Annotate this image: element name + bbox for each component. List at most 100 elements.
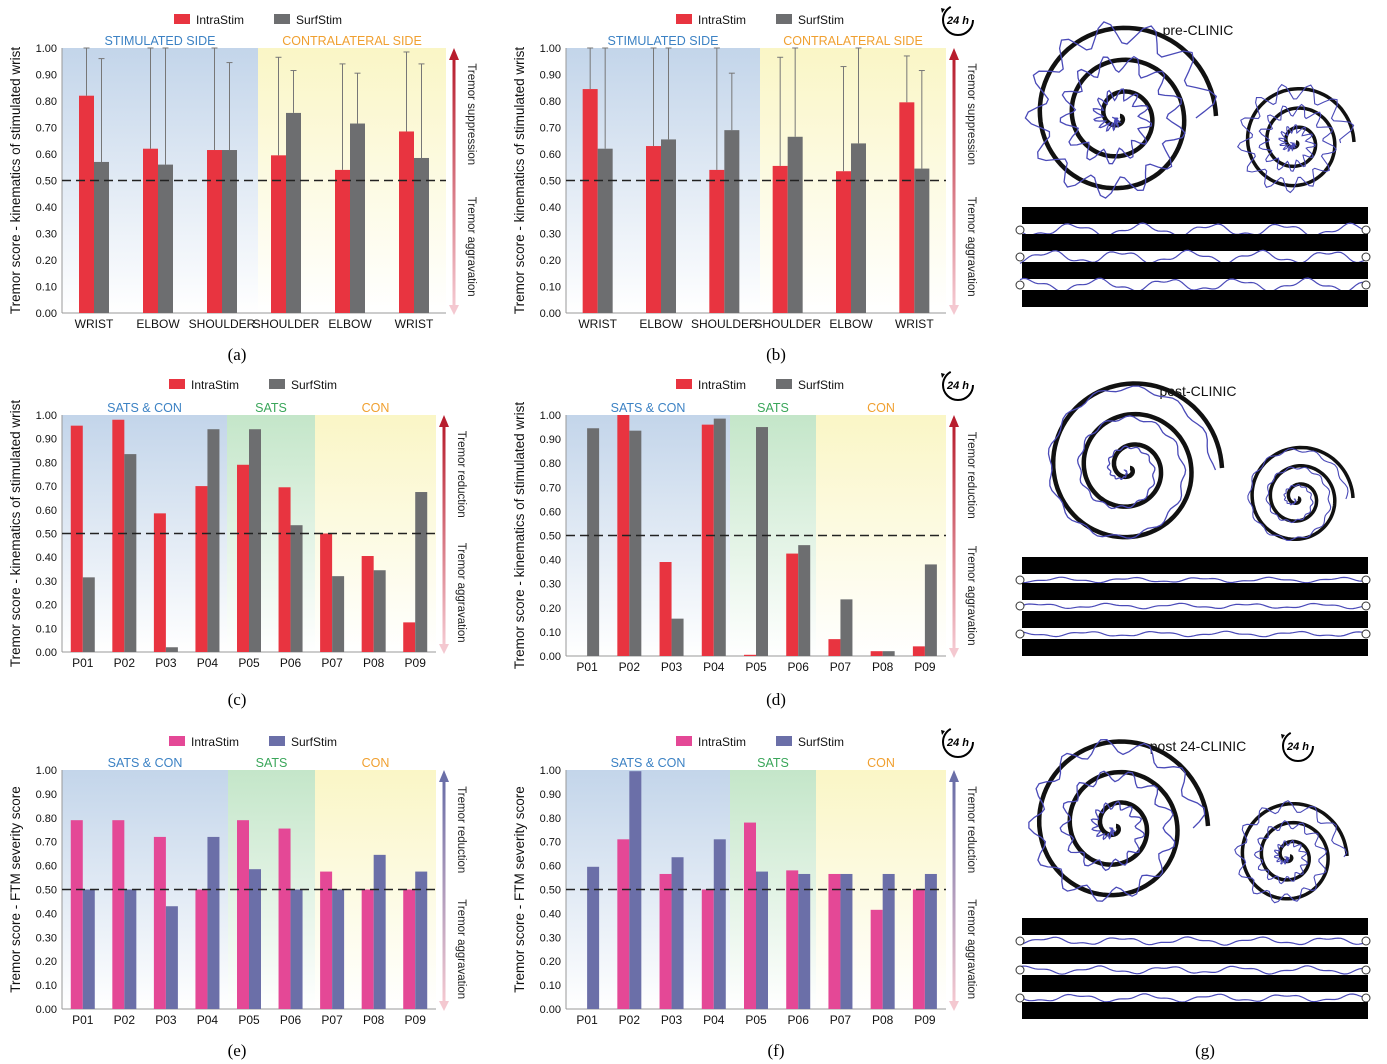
bar-surfstim: [350, 123, 365, 314]
bar-intrastim: [278, 487, 291, 652]
tremor-arrow-head-up: [449, 48, 459, 60]
legend-label-surfstim: SurfStim: [798, 735, 844, 749]
trace-end-circle: [1361, 629, 1371, 639]
arrow-label-down: Tremor aggravation: [465, 197, 477, 297]
bar-surfstim: [629, 430, 642, 656]
template-line-bar: [1022, 947, 1368, 964]
template-line-bar: [1022, 207, 1368, 224]
clock-label: 24 h: [946, 737, 969, 749]
trace-start-circle: [1015, 575, 1025, 585]
x-tick-label: P02: [619, 1013, 641, 1027]
y-tick-label: 0.90: [36, 70, 57, 82]
bar-surfstim: [587, 866, 600, 1009]
bar-intrastim: [659, 562, 672, 656]
traced-line: [1019, 965, 1365, 975]
drawing-title: pre-CLINIC: [1163, 22, 1234, 38]
bar-surfstim: [290, 889, 303, 1009]
chart-panel-f: SATS & CON SATS CON 0.00 0.10 0.20 0.30 0.40 0.5…: [512, 735, 977, 1060]
legend-swatch-intrastim: [169, 736, 185, 746]
template-line-bar: [1022, 918, 1368, 935]
tremor-arrow-head-down: [949, 648, 959, 658]
tremor-arrow-head-up: [949, 770, 959, 782]
bar-surfstim: [373, 854, 386, 1009]
bar-surfstim: [840, 599, 853, 656]
x-tick-label: P04: [703, 1013, 725, 1027]
bar-surfstim: [124, 454, 137, 652]
traced-spiral-small: [1247, 448, 1349, 542]
legend-swatch-intrastim: [676, 736, 692, 746]
legend-label-surfstim: SurfStim: [291, 735, 337, 749]
y-tick-label: 0.40: [540, 202, 561, 214]
trace-end-circle: [1361, 225, 1371, 235]
template-line-bar: [1022, 639, 1368, 656]
x-tick-label: P04: [197, 656, 219, 670]
trace-end-circle: [1361, 936, 1371, 946]
drawing-panel-g1: pre-CLINIC: [1015, 21, 1371, 307]
bar-surfstim: [94, 161, 109, 313]
x-tick-label: P01: [576, 660, 598, 674]
legend-label-intrastim: IntraStim: [698, 378, 746, 392]
template-line-bar: [1022, 290, 1368, 307]
y-tick-label: 0.90: [36, 789, 57, 801]
y-axis-title: Tremor score - FTM severity score: [8, 786, 23, 993]
y-tick-label: 0.20: [36, 600, 57, 612]
24h-clock-icon: 24 h: [941, 726, 974, 758]
bar-intrastim: [112, 419, 125, 652]
template-line-bar: [1022, 262, 1368, 279]
y-tick-label: 0.10: [540, 980, 561, 992]
traced-line: [1019, 576, 1365, 584]
bar-surfstim: [798, 545, 811, 656]
arrow-label-up: Tremor reduction: [965, 786, 977, 873]
template-spiral-large: [1036, 739, 1211, 898]
x-tick-label: WRIST: [395, 317, 434, 331]
region-label: SATS: [757, 756, 789, 770]
x-tick-label: SHOULDER: [253, 317, 320, 331]
y-tick-label: 1.00: [36, 765, 57, 777]
y-tick-label: 0.20: [540, 956, 561, 968]
bar-surfstim: [629, 771, 642, 1009]
bar-intrastim: [399, 131, 414, 313]
clock-label: 24 h: [946, 15, 969, 27]
bar-intrastim: [659, 873, 672, 1009]
traced-line: [1019, 249, 1366, 265]
clock-arrowhead: [941, 730, 945, 735]
x-tick-label: P08: [363, 1013, 385, 1027]
bar-intrastim: [207, 150, 222, 313]
y-axis-title: Tremor score - kinematics of stimulated …: [8, 400, 23, 668]
bar-intrastim: [403, 622, 416, 652]
y-tick-label: 0.10: [540, 627, 561, 639]
trace-end-circle: [1361, 252, 1371, 262]
panel-caption: (f): [768, 1041, 785, 1060]
24h-clock-icon: 24 h: [941, 369, 974, 401]
legend-label-intrastim: IntraStim: [698, 13, 746, 27]
panel-caption: (d): [766, 690, 786, 709]
trace-start-circle: [1015, 965, 1025, 975]
clock-ring: [942, 4, 974, 36]
template-spiral-large: [1037, 25, 1219, 191]
bar-surfstim: [798, 873, 811, 1009]
y-tick-label: 0.00: [540, 651, 561, 663]
x-tick-label: P03: [155, 1013, 177, 1027]
trace-end-circle: [1361, 965, 1371, 975]
arrow-label-up: Tremor reduction: [455, 786, 467, 873]
y-tick-label: 0.10: [36, 980, 57, 992]
trace-end-circle: [1361, 575, 1371, 585]
legend-swatch-surfstim: [776, 379, 792, 389]
region-label: SATS & CON: [611, 756, 686, 770]
bar-surfstim: [882, 873, 895, 1009]
bar-surfstim: [373, 570, 386, 652]
bar-surfstim: [756, 871, 768, 1009]
y-tick-label: 0.90: [540, 70, 561, 82]
x-tick-label: ELBOW: [328, 317, 372, 331]
arrow-label-down: Tremor aggravation: [965, 546, 977, 646]
bar-surfstim: [724, 130, 740, 313]
legend-swatch-surfstim: [274, 14, 290, 24]
bar-intrastim: [79, 95, 94, 313]
traced-line: [1019, 602, 1366, 610]
region-label: CONTRALATERAL SIDE: [783, 34, 923, 48]
region-label: STIMULATED SIDE: [608, 34, 719, 48]
x-tick-label: P09: [405, 656, 427, 670]
panel-caption: (e): [228, 1041, 247, 1060]
x-tick-label: P08: [363, 656, 385, 670]
clock-label: 24 h: [1286, 741, 1309, 753]
